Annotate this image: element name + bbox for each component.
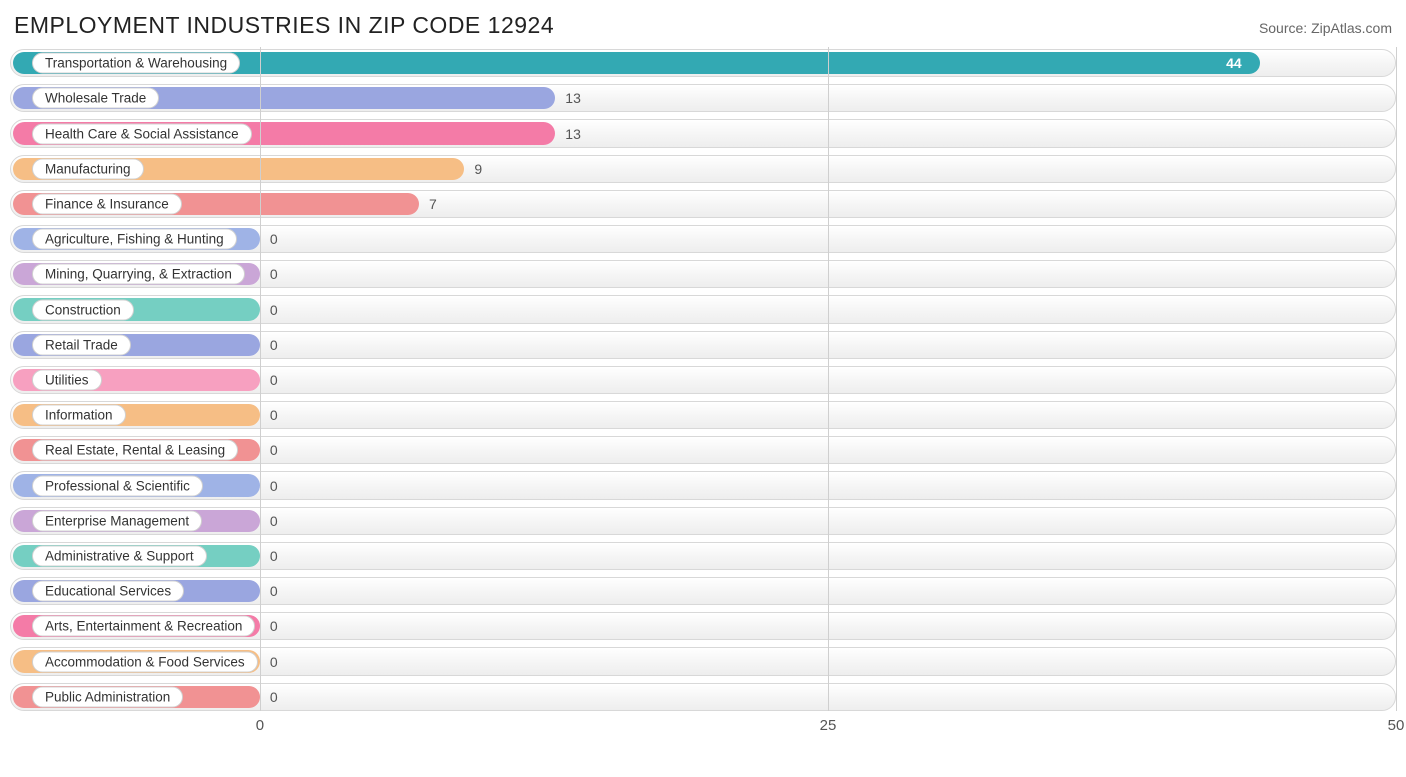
- bar-row: Finance & Insurance 7: [10, 190, 1396, 218]
- bar-category-label: Retail Trade: [32, 334, 131, 355]
- x-axis: 02550: [10, 711, 1396, 747]
- bar-category-label: Mining, Quarrying, & Extraction: [32, 264, 245, 285]
- bar-value-label: 0: [270, 478, 278, 494]
- bar-value-label: 0: [270, 618, 278, 634]
- bar-value-label: 0: [270, 654, 278, 670]
- bar-row: Construction 0: [10, 295, 1396, 323]
- bar-value-label: 9: [474, 161, 482, 177]
- bar-row: Accommodation & Food Services 0: [10, 647, 1396, 675]
- bar-category-label: Administrative & Support: [32, 545, 207, 566]
- bar-category-label: Construction: [32, 299, 134, 320]
- bar-category-label: Manufacturing: [32, 158, 144, 179]
- grid-line: [828, 47, 829, 711]
- bar-category-label: Finance & Insurance: [32, 193, 182, 214]
- grid-line: [260, 47, 261, 711]
- bar-row: Real Estate, Rental & Leasing 0: [10, 436, 1396, 464]
- bar-value-label: 0: [270, 266, 278, 282]
- bar-row: Agriculture, Fishing & Hunting 0: [10, 225, 1396, 253]
- bar-row: Transportation & Warehousing 44: [10, 49, 1396, 77]
- bar-value-label: 0: [270, 583, 278, 599]
- chart-title: EMPLOYMENT INDUSTRIES IN ZIP CODE 12924: [14, 12, 554, 39]
- bar-value-label: 0: [270, 302, 278, 318]
- bars-group: Transportation & Warehousing 44 Wholesale …: [10, 47, 1396, 711]
- bar-value-label: 0: [270, 337, 278, 353]
- bar-value-label: 0: [270, 442, 278, 458]
- bar-category-label: Utilities: [32, 369, 102, 390]
- x-tick-label: 50: [1388, 717, 1405, 734]
- bar-category-label: Public Administration: [32, 686, 183, 707]
- bar-row: Educational Services 0: [10, 577, 1396, 605]
- bar-value-label: 0: [270, 548, 278, 564]
- bar-category-label: Transportation & Warehousing: [32, 53, 240, 74]
- bar-value-label: 44: [1226, 55, 1242, 71]
- bar-value-label: 0: [270, 407, 278, 423]
- bar-category-label: Wholesale Trade: [32, 88, 159, 109]
- bar-category-label: Professional & Scientific: [32, 475, 203, 496]
- bar-value-label: 0: [270, 231, 278, 247]
- x-tick-label: 25: [820, 717, 837, 734]
- bar-category-label: Health Care & Social Assistance: [32, 123, 252, 144]
- bar-row: Professional & Scientific 0: [10, 471, 1396, 499]
- bar-row: Retail Trade 0: [10, 331, 1396, 359]
- bar-row: Administrative & Support 0: [10, 542, 1396, 570]
- bar-row: Health Care & Social Assistance 13: [10, 119, 1396, 147]
- bar-category-label: Agriculture, Fishing & Hunting: [32, 229, 237, 250]
- x-tick-label: 0: [256, 717, 264, 734]
- bar-value-label: 7: [429, 196, 437, 212]
- bar-row: Mining, Quarrying, & Extraction 0: [10, 260, 1396, 288]
- bar-value-label: 13: [565, 126, 581, 142]
- chart-container: EMPLOYMENT INDUSTRIES IN ZIP CODE 12924 …: [0, 0, 1406, 777]
- bar-row: Wholesale Trade 13: [10, 84, 1396, 112]
- chart-area: Transportation & Warehousing 44 Wholesale …: [10, 47, 1396, 747]
- bar-category-label: Enterprise Management: [32, 510, 202, 531]
- bar-value-label: 0: [270, 689, 278, 705]
- bar-category-label: Educational Services: [32, 581, 184, 602]
- bar-category-label: Accommodation & Food Services: [32, 651, 258, 672]
- source-attribution: Source: ZipAtlas.com: [1259, 20, 1392, 36]
- bar-row: Arts, Entertainment & Recreation 0: [10, 612, 1396, 640]
- chart-header: EMPLOYMENT INDUSTRIES IN ZIP CODE 12924 …: [10, 12, 1396, 47]
- bar-row: Utilities 0: [10, 366, 1396, 394]
- bar-row: Public Administration 0: [10, 683, 1396, 711]
- bar-category-label: Arts, Entertainment & Recreation: [32, 616, 255, 637]
- grid-line: [1396, 47, 1397, 711]
- bar-row: Information 0: [10, 401, 1396, 429]
- bar-category-label: Information: [32, 405, 126, 426]
- bar-row: Manufacturing 9: [10, 155, 1396, 183]
- bar-value-label: 0: [270, 372, 278, 388]
- bar-value-label: 13: [565, 90, 581, 106]
- bar-value-label: 0: [270, 513, 278, 529]
- bar-row: Enterprise Management 0: [10, 507, 1396, 535]
- bar-category-label: Real Estate, Rental & Leasing: [32, 440, 238, 461]
